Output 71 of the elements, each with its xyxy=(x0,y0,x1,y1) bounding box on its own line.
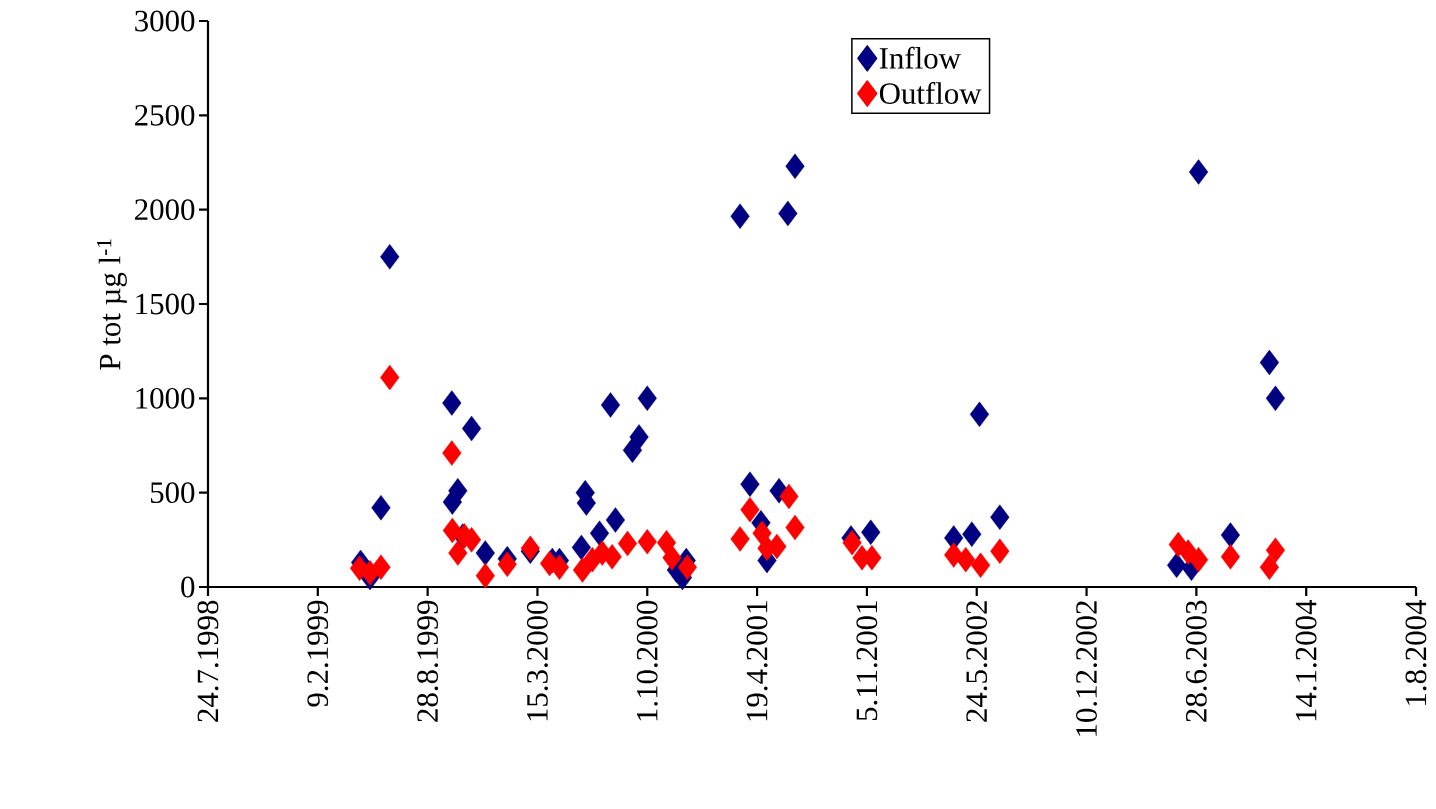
legend-label: Outflow xyxy=(879,81,982,104)
point xyxy=(785,514,805,541)
x-tick-label: 15.3.2000 xyxy=(526,600,548,721)
point xyxy=(971,552,991,578)
point xyxy=(1265,385,1286,412)
point xyxy=(990,538,1010,564)
y-tick-label: 2500 xyxy=(135,104,195,126)
y-tick-label: 500 xyxy=(150,482,195,504)
point xyxy=(637,385,657,412)
point xyxy=(617,530,638,557)
point xyxy=(1220,544,1240,570)
y-tick-label: 2000 xyxy=(135,199,195,221)
point xyxy=(730,203,750,229)
point xyxy=(629,424,649,450)
point xyxy=(461,415,482,442)
point xyxy=(1259,349,1279,376)
x-tick-label: 28.8.1999 xyxy=(417,600,439,722)
x-tick-label: 28.6.2003 xyxy=(1185,600,1207,722)
y-tick-label: 1500 xyxy=(136,293,195,315)
point xyxy=(1189,159,1209,185)
x-tick-label: 14.1.2004 xyxy=(1295,600,1317,721)
legend-label: Inflow xyxy=(879,46,961,69)
x-tick-label: 5.11.2001 xyxy=(856,601,878,721)
y-tick-label: 3000 xyxy=(135,10,195,32)
x-tick-label: 1.10.2000 xyxy=(636,600,658,721)
point xyxy=(380,364,400,391)
y-axis-title: P tot µg l$^{-1}$ xyxy=(96,239,127,370)
x-tick-label: 1.8.2004 xyxy=(1405,600,1427,705)
point xyxy=(497,551,517,578)
point xyxy=(442,390,462,416)
point xyxy=(448,540,468,566)
y-tick-label: 0 xyxy=(181,576,195,598)
x-tick-label: 10.12.2002 xyxy=(1076,601,1098,736)
point xyxy=(442,440,462,466)
point xyxy=(380,244,400,270)
point xyxy=(572,557,593,583)
point xyxy=(962,521,982,547)
point xyxy=(740,496,760,523)
point xyxy=(861,519,881,545)
x-tick-label: 24.7.1998 xyxy=(197,600,219,722)
point xyxy=(448,478,468,504)
point xyxy=(730,526,750,552)
point xyxy=(571,534,591,561)
point xyxy=(600,392,621,418)
point xyxy=(475,540,495,566)
point xyxy=(371,554,391,580)
point xyxy=(371,495,391,521)
point xyxy=(475,562,495,589)
point xyxy=(1167,552,1187,578)
point xyxy=(1265,537,1286,563)
point xyxy=(602,544,622,570)
point xyxy=(589,520,610,546)
point xyxy=(785,153,805,179)
point xyxy=(1220,522,1240,548)
point xyxy=(740,471,760,497)
x-tick-label: 24.5.2002 xyxy=(966,601,988,722)
point xyxy=(677,554,697,580)
point xyxy=(1259,554,1279,580)
point xyxy=(605,507,625,533)
point xyxy=(842,529,862,556)
point xyxy=(662,545,682,571)
point xyxy=(990,504,1010,530)
point xyxy=(779,483,799,510)
point xyxy=(969,401,990,428)
point xyxy=(778,200,798,227)
point xyxy=(956,546,976,573)
x-tick-label: 9.2.1999 xyxy=(307,600,329,707)
x-tick-label: 19.4.2001 xyxy=(746,601,768,721)
point xyxy=(637,529,657,555)
point xyxy=(1189,546,1209,573)
y-tick-label: 1000 xyxy=(136,387,195,409)
